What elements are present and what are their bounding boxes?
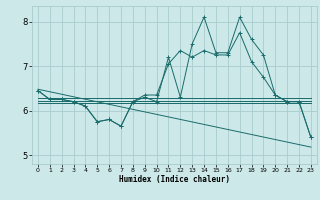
X-axis label: Humidex (Indice chaleur): Humidex (Indice chaleur) bbox=[119, 175, 230, 184]
